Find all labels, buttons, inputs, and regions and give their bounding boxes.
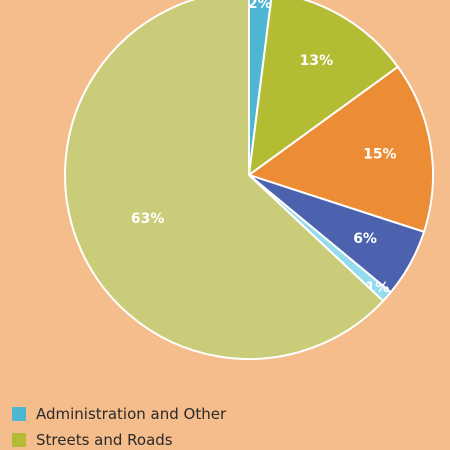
slice-label-13-percent: 13% xyxy=(300,53,334,69)
legend-item-streets: Streets and Roads xyxy=(12,429,442,450)
legend-swatch-streets xyxy=(12,433,26,447)
slice-label-2-percent: 2% xyxy=(248,0,272,12)
slice-label-15-percent: 15% xyxy=(363,146,397,162)
legend-label-administration: Administration and Other xyxy=(36,405,227,423)
legend-swatch-administration xyxy=(12,407,26,421)
slice-label-6-percent: 6% xyxy=(353,231,377,247)
pie-slice-63-percent xyxy=(64,0,385,360)
legend: Administration and Other Streets and Roa… xyxy=(12,403,442,450)
pie-slice-15-percent xyxy=(248,65,434,233)
legend-item-administration: Administration and Other xyxy=(12,403,442,425)
slice-label-63-percent: 63% xyxy=(131,211,165,227)
pie-slice-13-percent xyxy=(248,0,399,176)
legend-label-streets: Streets and Roads xyxy=(36,431,173,449)
